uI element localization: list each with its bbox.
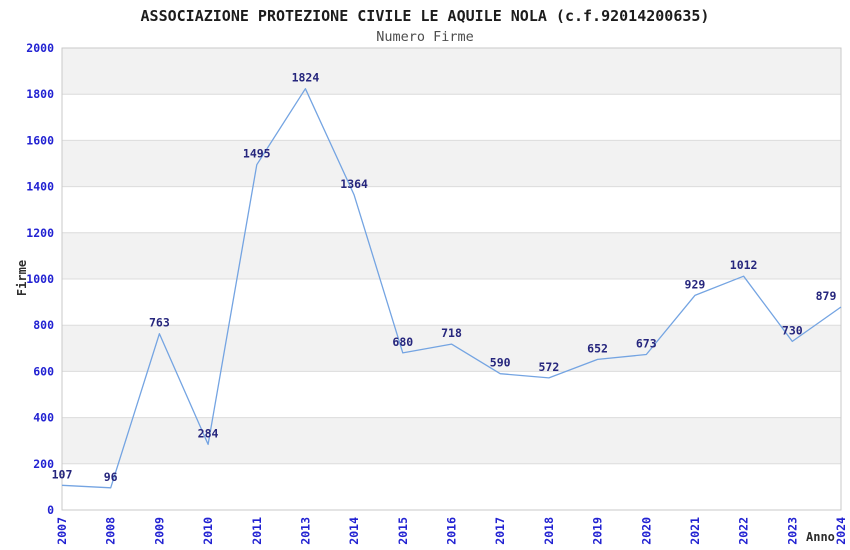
x-tick-label: 2010: [201, 517, 215, 545]
grid-band: [62, 232, 841, 279]
x-tick-label: 2017: [493, 517, 507, 545]
y-tick-label: 1000: [26, 272, 54, 286]
grid-band: [62, 48, 841, 95]
x-tick-label: 2015: [396, 517, 410, 545]
x-tick-label: 2009: [152, 517, 166, 545]
y-tick-label: 800: [33, 318, 54, 332]
y-tick-label: 1800: [26, 87, 54, 101]
grid-band: [62, 417, 841, 464]
data-label: 96: [104, 470, 118, 484]
y-tick-label: 1600: [26, 133, 54, 147]
y-tick-label: 600: [33, 364, 54, 378]
data-label: 1824: [292, 71, 320, 85]
y-tick-label: 1200: [26, 226, 54, 240]
x-tick-label: 2014: [347, 517, 361, 545]
y-tick-label: 0: [47, 503, 54, 517]
plot-border: [61, 47, 842, 511]
grid-band: [62, 325, 841, 372]
data-label: 680: [392, 335, 413, 349]
x-tick-label: 2021: [688, 517, 702, 545]
data-label: 284: [198, 426, 219, 440]
data-label: 929: [685, 277, 706, 291]
y-tick-label: 200: [33, 457, 54, 471]
data-label: 572: [538, 360, 559, 374]
x-tick-label: 2011: [250, 517, 264, 545]
data-label: 590: [490, 356, 511, 370]
x-tick-label: 2016: [445, 517, 459, 545]
x-tick-label: 2008: [104, 517, 118, 545]
data-label: 673: [636, 337, 657, 351]
data-label: 1364: [340, 177, 368, 191]
y-tick-label: 2000: [26, 41, 54, 55]
data-label: 763: [149, 316, 170, 330]
data-label: 1495: [243, 147, 271, 161]
chart-title: ASSOCIAZIONE PROTEZIONE CIVILE LE AQUILE…: [140, 7, 710, 25]
x-tick-label: 2023: [785, 517, 799, 545]
data-label: 107: [52, 467, 73, 481]
x-axis-title: Anno: [806, 530, 835, 544]
data-label: 879: [816, 289, 837, 303]
x-tick-label: 2024: [834, 517, 848, 545]
x-tick-label: 2013: [298, 517, 312, 545]
data-label: 718: [441, 326, 462, 340]
data-label: 1012: [730, 258, 758, 272]
x-tick-label: 2018: [542, 517, 556, 545]
x-tick-label: 2022: [737, 517, 751, 545]
x-tick-label: 2019: [591, 517, 605, 545]
y-tick-label: 400: [33, 411, 54, 425]
grid-band: [62, 140, 841, 187]
data-label: 730: [782, 323, 803, 337]
x-tick-label: 2020: [639, 517, 653, 545]
series-line: [61, 88, 842, 489]
y-tick-label: 1400: [26, 180, 54, 194]
data-label: 652: [587, 341, 608, 355]
x-tick-label: 2007: [55, 517, 69, 545]
chart-subtitle: Numero Firme: [376, 29, 474, 45]
